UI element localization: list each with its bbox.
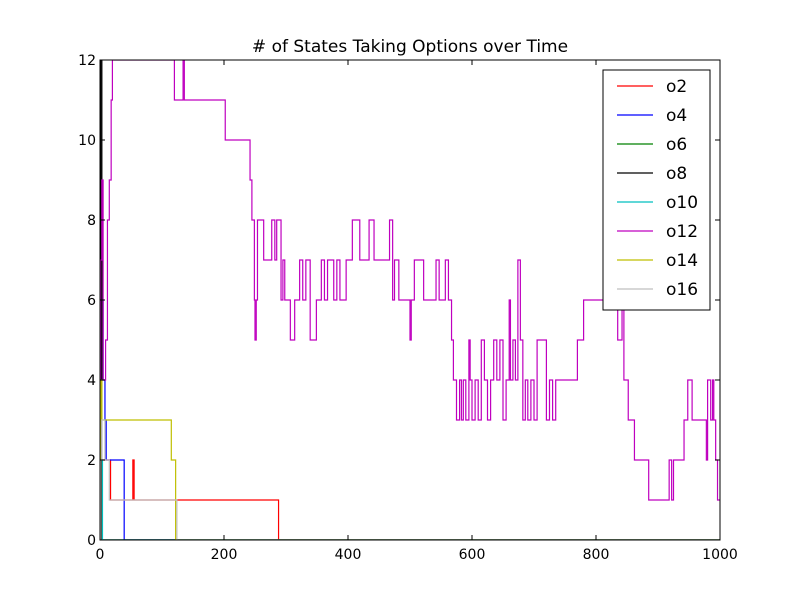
legend-label-o10: o10 bbox=[666, 193, 698, 213]
x-tick-label: 0 bbox=[96, 547, 105, 563]
x-tick-label: 1000 bbox=[702, 547, 738, 563]
y-tick-label: 0 bbox=[87, 533, 96, 549]
x-tick-label: 200 bbox=[211, 547, 238, 563]
x-tick-label: 800 bbox=[583, 547, 610, 563]
series-line-o14 bbox=[100, 379, 720, 540]
y-tick-label: 2 bbox=[87, 453, 96, 469]
series-line-o12 bbox=[100, 60, 720, 540]
legend-label-o12: o12 bbox=[666, 222, 698, 242]
legend-label-o2: o2 bbox=[666, 77, 687, 97]
x-tick-label: 400 bbox=[335, 547, 362, 563]
x-tick-label: 600 bbox=[459, 547, 486, 563]
y-tick-label: 10 bbox=[78, 133, 96, 149]
legend-label-o4: o4 bbox=[666, 106, 687, 126]
y-tick-label: 4 bbox=[87, 373, 96, 389]
legend: o2 o4 o6 o8 o10 o12 o14 o16 bbox=[602, 69, 711, 311]
chart-title: # of States Taking Options over Time bbox=[252, 37, 568, 57]
axis-ticks: 0 200 400 600 800 1000 0 2 4 6 8 10 12 bbox=[78, 53, 738, 563]
y-tick-label: 8 bbox=[87, 213, 96, 229]
legend-box bbox=[602, 69, 711, 311]
y-tick-label: 12 bbox=[78, 53, 96, 69]
legend-label-o14: o14 bbox=[666, 251, 698, 271]
y-tick-label: 6 bbox=[87, 293, 96, 309]
legend-label-o8: o8 bbox=[666, 164, 687, 184]
legend-label-o6: o6 bbox=[666, 135, 687, 155]
legend-label-o16: o16 bbox=[666, 280, 698, 300]
